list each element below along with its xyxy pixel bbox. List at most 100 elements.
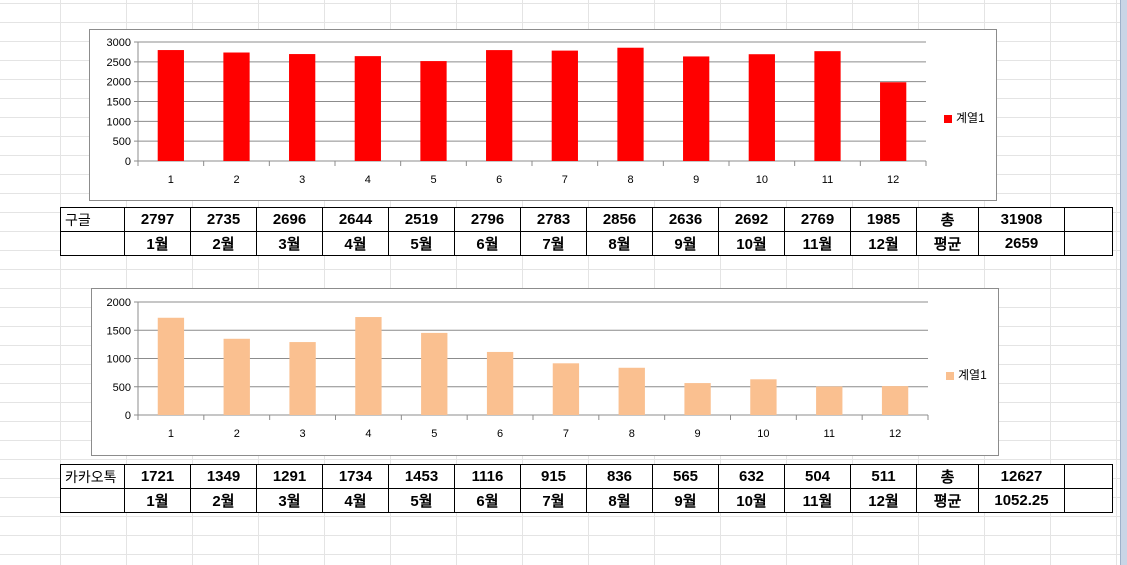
google-month-cell[interactable]: 9월 — [652, 231, 719, 256]
kakao-data-table: 카카오톡 1721 1349 1291 1734 1453 1116 915 8… — [60, 464, 1113, 513]
google-value-cell[interactable]: 2735 — [190, 207, 257, 232]
kakao-chart-x-tick-label: 5 — [431, 428, 437, 440]
kakao-month-cell[interactable]: 9월 — [652, 488, 719, 513]
google-value-cell[interactable]: 2783 — [520, 207, 587, 232]
empty-cell[interactable] — [1064, 207, 1113, 232]
kakao-value-cell[interactable]: 915 — [520, 464, 587, 489]
kakao-total-label[interactable]: 총 — [916, 464, 979, 489]
google-chart-x-tick-label: 4 — [365, 174, 371, 186]
kakao-month-cell[interactable]: 4월 — [322, 488, 389, 513]
kakao-month-cell[interactable]: 10월 — [718, 488, 785, 513]
kakao-chart-x-tick-label: 6 — [497, 428, 503, 440]
google-total-label[interactable]: 총 — [916, 207, 979, 232]
kakao-value-cell[interactable]: 504 — [784, 464, 851, 489]
kakao-chart-x-tick-label: 10 — [757, 428, 769, 440]
kakao-chart-bar — [881, 386, 909, 415]
google-value-cell[interactable]: 2696 — [256, 207, 323, 232]
kakao-value-cell[interactable]: 1734 — [322, 464, 389, 489]
kakao-value-cell[interactable]: 1291 — [256, 464, 323, 489]
google-chart-x-tick-label: 7 — [562, 174, 568, 186]
kakao-avg-label[interactable]: 평균 — [916, 488, 979, 513]
google-chart-x-tick-label: 5 — [430, 174, 436, 186]
google-month-cell[interactable]: 1월 — [124, 231, 191, 256]
kakao-chart-bar — [223, 338, 250, 415]
kakao-month-cell[interactable]: 5월 — [388, 488, 455, 513]
google-value-cell[interactable]: 2856 — [586, 207, 653, 232]
vertical-scrollbar[interactable] — [1120, 0, 1127, 565]
kakao-month-cell[interactable]: 11월 — [784, 488, 851, 513]
kakao-chart-bar — [618, 367, 645, 415]
google-value-cell[interactable]: 2796 — [454, 207, 521, 232]
google-month-cell[interactable]: 4월 — [322, 231, 389, 256]
empty-cell[interactable] — [60, 231, 125, 256]
google-chart-y-tick-label: 1000 — [107, 116, 131, 128]
kakao-chart-x-tick-label: 12 — [889, 428, 901, 440]
google-legend-label: 계열1 — [956, 111, 985, 125]
kakao-value-cell[interactable]: 1721 — [124, 464, 191, 489]
kakao-month-cell[interactable]: 1월 — [124, 488, 191, 513]
kakao-month-cell[interactable]: 6월 — [454, 488, 521, 513]
kakao-bar-chart[interactable]: 0 500 1000 1500 2000 1 2 3 4 5 6 7 8 9 10 11 12 계열1 — [91, 288, 999, 456]
google-chart-y-tick-label: 2000 — [107, 77, 131, 89]
kakao-chart-bar — [552, 363, 580, 415]
kakao-value-cell[interactable]: 836 — [586, 464, 653, 489]
google-month-cell[interactable]: 2월 — [190, 231, 257, 256]
google-value-cell[interactable]: 2769 — [784, 207, 851, 232]
google-month-cell[interactable]: 7월 — [520, 231, 587, 256]
google-chart-x-tick-label: 11 — [822, 174, 833, 186]
google-month-cell[interactable]: 8월 — [586, 231, 653, 256]
empty-cell[interactable] — [1064, 231, 1113, 256]
google-chart-bar — [814, 51, 841, 161]
kakao-value-cell[interactable]: 1453 — [388, 464, 455, 489]
kakao-chart-bar — [750, 379, 777, 415]
google-value-cell[interactable]: 2636 — [652, 207, 719, 232]
kakao-month-cell[interactable]: 12월 — [850, 488, 917, 513]
google-row-label[interactable]: 구글 — [60, 207, 125, 232]
google-value-cell[interactable]: 2692 — [718, 207, 785, 232]
google-chart-bar — [223, 52, 250, 161]
google-chart-y-tick-label: 3000 — [107, 37, 131, 49]
kakao-chart-bar — [157, 317, 185, 415]
kakao-month-cell[interactable]: 2월 — [190, 488, 257, 513]
kakao-month-cell[interactable]: 3월 — [256, 488, 323, 513]
google-avg-label[interactable]: 평균 — [916, 231, 979, 256]
empty-cell[interactable] — [1064, 464, 1113, 489]
kakao-value-cell[interactable]: 565 — [652, 464, 719, 489]
google-value-cell[interactable]: 1985 — [850, 207, 917, 232]
empty-cell[interactable] — [60, 488, 125, 513]
empty-cell[interactable] — [1064, 488, 1113, 513]
google-value-cell[interactable]: 2644 — [322, 207, 389, 232]
google-chart-bar — [748, 54, 775, 161]
google-month-cell[interactable]: 5월 — [388, 231, 455, 256]
kakao-value-cell[interactable]: 1349 — [190, 464, 257, 489]
google-chart-bar — [289, 54, 316, 161]
google-month-cell[interactable]: 6월 — [454, 231, 521, 256]
kakao-month-cell[interactable]: 8월 — [586, 488, 653, 513]
google-bar-chart[interactable]: 0 500 1000 1500 2000 2500 3000 1 2 3 4 5 6 7 8 9 10 11 12 … — [89, 29, 997, 201]
google-month-cell[interactable]: 3월 — [256, 231, 323, 256]
google-chart-x-tick-label: 6 — [496, 174, 502, 186]
kakao-values-row: 카카오톡 1721 1349 1291 1734 1453 1116 915 8… — [60, 464, 1113, 489]
kakao-month-cell[interactable]: 7월 — [520, 488, 587, 513]
kakao-value-cell[interactable]: 511 — [850, 464, 917, 489]
kakao-chart-y-tick-label: 0 — [125, 410, 131, 422]
google-chart-bar — [617, 47, 644, 161]
kakao-row-label[interactable]: 카카오톡 — [60, 464, 125, 489]
google-chart-x-tick-label: 3 — [299, 174, 305, 186]
google-value-cell[interactable]: 2519 — [388, 207, 455, 232]
kakao-chart-bar — [684, 383, 711, 415]
kakao-total-value[interactable]: 12627 — [978, 464, 1065, 489]
google-value-cell[interactable]: 2797 — [124, 207, 191, 232]
google-chart-y-tick-label: 2500 — [107, 57, 131, 69]
kakao-chart-x-tick-label: 11 — [824, 428, 835, 440]
google-month-cell[interactable]: 11월 — [784, 231, 851, 256]
google-legend-swatch — [944, 114, 952, 123]
google-avg-value[interactable]: 2659 — [978, 231, 1065, 256]
kakao-value-cell[interactable]: 632 — [718, 464, 785, 489]
google-total-value[interactable]: 31908 — [978, 207, 1065, 232]
kakao-value-cell[interactable]: 1116 — [454, 464, 521, 489]
google-month-cell[interactable]: 10월 — [718, 231, 785, 256]
google-month-cell[interactable]: 12월 — [850, 231, 917, 256]
kakao-avg-value[interactable]: 1052.25 — [978, 488, 1065, 513]
